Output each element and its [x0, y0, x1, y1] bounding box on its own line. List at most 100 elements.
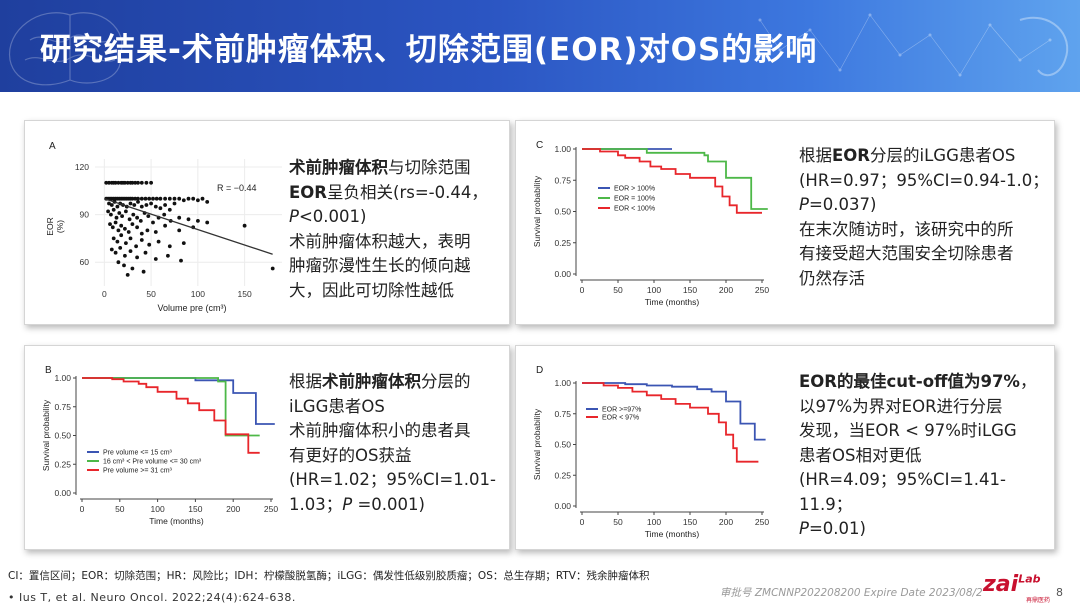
logo-small: Lab: [1018, 572, 1041, 586]
header-decoration-icon: [758, 13, 1069, 77]
text-line: (HR=4.09；95%CI=1.41-11.9；: [799, 470, 1006, 514]
text-span: <0.001): [298, 207, 367, 226]
text-span: 分层的iLGG患者OS: [870, 146, 1016, 165]
scatter-point: [116, 260, 121, 265]
scatter-point: [107, 201, 111, 206]
y-tick-label: 0.50: [554, 440, 571, 450]
scatter-point: [162, 212, 167, 217]
scatter-point: [167, 196, 172, 201]
scatter-point: [113, 180, 118, 185]
text-line: (HR=0.97；95%CI=0.94-1.0；: [799, 170, 1049, 190]
scatter-point: [120, 214, 124, 218]
x-axis-label: Time (months): [645, 297, 700, 307]
scatter-point: [125, 180, 130, 185]
scatter-point: [146, 214, 151, 218]
panel-d: D 0.00 0.25 0.50 0.75 1.00 0 50 100 150 200 250 Time…: [515, 345, 1055, 550]
scatter-point: [138, 219, 143, 223]
scatter-point: [113, 220, 118, 225]
text-line: 有更好的OS获益: [289, 445, 412, 465]
scatter-point: [115, 204, 120, 209]
scatter-point: [205, 200, 210, 204]
scatter-point: [158, 206, 163, 211]
scatter-point: [117, 211, 122, 215]
y-tick-label: 0.00: [54, 488, 71, 498]
text-bold: EOR的最佳cut-off值为97%: [799, 372, 1020, 391]
scatter-point: [128, 236, 133, 241]
survival-curve: [582, 148, 768, 210]
scatter-point: [151, 196, 155, 201]
scatter-point: [130, 222, 135, 226]
page-number: 8: [1056, 586, 1063, 599]
scatter-point: [270, 266, 275, 271]
p-italic: P: [799, 195, 809, 214]
scatter-point: [119, 223, 124, 228]
text-line: 术前肿瘤体积小的患者具: [289, 421, 471, 440]
text-span: =0.01): [808, 519, 866, 538]
scatter-point: [153, 204, 158, 209]
scatter-point: [149, 180, 153, 185]
scatter-point: [167, 244, 172, 249]
scatter-point: [118, 246, 123, 250]
logo-sub: 再鼎医药: [1026, 597, 1051, 604]
x-tick-label: 50: [146, 289, 156, 299]
text-line: 以97%为界对EOR进行分层: [799, 396, 1003, 416]
text-bold: 术前肿瘤体积: [289, 158, 388, 177]
scatter-point: [136, 196, 140, 201]
scatter-point: [107, 180, 111, 185]
scatter-point: [135, 225, 139, 230]
text-line: 在末次随访时，该研究中的所: [799, 219, 1014, 239]
scatter-point: [109, 247, 114, 252]
panel-c: C 0.00 0.25 0.50 0.75 1.00 0 50 100 150 200 250 Time…: [515, 120, 1055, 325]
logo-text: zai: [983, 572, 1019, 597]
abbreviations-note: CI：置信区间；EOR：切除范围；HR：风险比；IDH：柠檬酸脱氢酶；iLGG：…: [8, 570, 650, 582]
scatter-point: [126, 230, 131, 234]
text-line: 术前肿瘤体积越大，表明: [289, 231, 471, 251]
p-italic: P: [799, 519, 809, 538]
text-line: iLGG患者OS: [289, 396, 385, 416]
scatter-point: [110, 225, 115, 230]
scatter-point: [143, 196, 148, 201]
legend-label: EOR < 97%: [602, 415, 639, 422]
scatter-point: [200, 196, 205, 201]
text-bold: 术前肿瘤体积: [322, 372, 421, 391]
panel-c-text: 根据EOR分层的iLGG患者OS (HR=0.97；95%CI=0.94-1.0…: [799, 144, 1054, 291]
scatter-point: [109, 212, 113, 217]
scatter-point: [119, 233, 124, 238]
x-axis-label: Time (months): [149, 516, 204, 526]
scatter-point: [109, 203, 114, 207]
scatter-point: [177, 228, 182, 233]
text-line: 患者OS相对更低: [799, 445, 922, 465]
x-tick-label: 0: [580, 285, 585, 295]
scatter-point: [163, 196, 168, 201]
scatter-point: [116, 180, 121, 185]
panel-letter: B: [45, 365, 52, 376]
slide-header: 研究结果-术前肿瘤体积、切除范围(EOR)对OS的影响: [0, 0, 1080, 92]
scatter-point: [151, 220, 155, 225]
text-span: =0.001): [352, 494, 425, 514]
scatter-point: [134, 244, 138, 249]
scatter-point: [163, 203, 168, 207]
scatter-point: [111, 236, 116, 241]
text-span: 呈负相关(rs=-0.44，: [327, 182, 488, 202]
scatter-point: [139, 204, 144, 209]
x-tick-label: 50: [613, 285, 623, 295]
reference: • Ius T, et al. Neuro Oncol. 2022;24(4):…: [8, 591, 296, 604]
scatter-point: [163, 223, 168, 228]
scatter-point: [205, 220, 210, 225]
scatter-point: [125, 273, 130, 277]
x-tick-label: 200: [226, 504, 240, 514]
x-tick-label: 200: [719, 285, 733, 295]
legend-label: EOR > 100%: [614, 186, 655, 193]
scatter-point: [113, 250, 118, 255]
y-tick-label: 0.75: [554, 175, 571, 185]
x-tick-label: 50: [115, 504, 125, 514]
scatter-point: [123, 226, 127, 231]
text-span: 根据: [799, 146, 832, 165]
panel-letter: A: [49, 141, 56, 152]
x-tick-label: 150: [188, 504, 202, 514]
y-axis-unit: (%): [55, 220, 65, 233]
survival-curve: [582, 382, 766, 441]
x-tick-label: 50: [613, 517, 623, 527]
scatter-point: [106, 209, 110, 214]
y-tick-label: 1.00: [554, 144, 571, 154]
